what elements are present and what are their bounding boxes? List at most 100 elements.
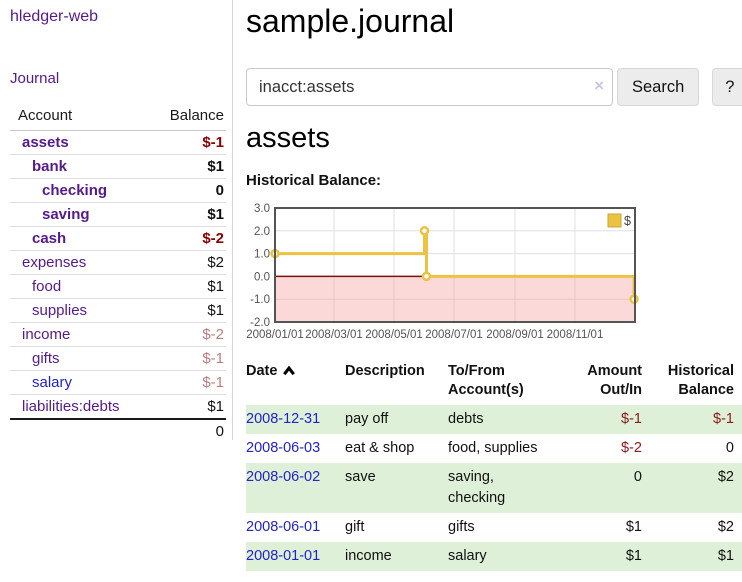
transaction-accounts: saving, checking	[448, 469, 506, 507]
account-balance: $-2	[147, 322, 226, 347]
help-button[interactable]: ?	[712, 68, 742, 106]
account-balance: 0	[147, 178, 226, 203]
account-link[interactable]: bank	[32, 158, 68, 175]
transaction-balance: 0	[725, 440, 734, 457]
transaction-balance: $1	[717, 548, 734, 565]
transaction-accounts: gifts	[448, 519, 475, 536]
transaction-row: 2008-06-02 save saving, checking 0 $2	[246, 463, 742, 514]
tx-header-historical: Historical Balance	[667, 363, 734, 399]
account-row: gifts $-1	[10, 346, 226, 371]
transaction-amount: $-2	[621, 440, 642, 457]
y-axis-tick-label: 1.0	[254, 249, 270, 261]
account-row: assets $-1	[10, 130, 226, 155]
account-link[interactable]: saving	[42, 206, 90, 223]
account-heading: assets	[246, 122, 330, 154]
clear-search-icon[interactable]: ×	[594, 76, 604, 95]
transaction-amount: $1	[625, 519, 642, 536]
chart-title: Historical Balance:	[246, 172, 382, 189]
accounts-header-balance: Balance	[147, 103, 226, 131]
x-axis-tick-label: 2008/09/01	[486, 329, 544, 341]
tx-header-date[interactable]: Date	[246, 362, 345, 405]
x-axis-tick-label: 2008/03/01	[305, 329, 363, 341]
search-input[interactable]	[246, 68, 613, 106]
account-row: expenses $2	[10, 250, 226, 275]
transaction-amount: $1	[625, 548, 642, 565]
transaction-description: pay off	[345, 411, 389, 428]
search-bar: × Search ?	[246, 68, 742, 106]
app-title-link[interactable]: hledger-web	[10, 8, 99, 25]
tx-header-amount: Amount Out/In	[587, 363, 642, 399]
transaction-description: gift	[345, 519, 365, 536]
account-link[interactable]: checking	[42, 182, 108, 199]
transaction-date-link[interactable]: 2008-06-02	[246, 469, 321, 486]
account-row: checking 0	[10, 178, 226, 203]
account-link[interactable]: assets	[22, 134, 69, 151]
account-link[interactable]: cash	[32, 230, 67, 247]
accounts-table: Account Balance assets $-1 bank $1 checking 0…	[10, 103, 226, 443]
transaction-balance: $2	[717, 469, 734, 486]
sidebar: hledger-web Journal Account Balance asse…	[0, 0, 233, 443]
account-row: food $1	[10, 274, 226, 299]
accounts-header-row: Account Balance	[10, 103, 226, 131]
account-row: saving $1	[10, 202, 226, 227]
accounts-header-account: Account	[10, 103, 148, 131]
account-balance: $-1	[147, 370, 226, 395]
transaction-date-link[interactable]: 2008-12-31	[246, 411, 321, 428]
transactions-table: Date Description To/From Account(s) Amount …	[246, 362, 742, 572]
transaction-row: 2008-06-03 eat & shop food, supplies $-2 0	[246, 434, 742, 463]
account-link[interactable]: supplies	[32, 302, 88, 319]
account-balance: $-1	[147, 346, 226, 371]
x-axis-tick-label: 2008/05/01	[365, 329, 423, 341]
y-axis-tick-label: -2.0	[250, 317, 270, 329]
search-button[interactable]: Search	[617, 68, 700, 106]
sort-ascending-icon	[283, 365, 296, 376]
account-row: bank $1	[10, 154, 226, 179]
transaction-accounts: food, supplies	[448, 440, 538, 457]
account-balance: $1	[147, 274, 226, 299]
nav-journal-link[interactable]: Journal	[10, 70, 60, 87]
transaction-date-link[interactable]: 2008-06-01	[246, 519, 321, 536]
account-balance: $1	[207, 398, 224, 415]
chart-legend: $	[607, 213, 631, 228]
transaction-date-link[interactable]: 2008-01-01	[246, 548, 321, 565]
x-axis-tick-label: 2008/11/01	[547, 329, 604, 341]
transaction-amount: $-1	[621, 411, 642, 428]
account-link[interactable]: salary	[32, 374, 73, 391]
account-row: liabilities:debts $1	[10, 395, 226, 420]
transaction-accounts: debts	[448, 411, 484, 428]
transaction-date-link[interactable]: 2008-06-03	[246, 440, 321, 457]
accounts-total-value: 0	[147, 418, 226, 443]
legend-swatch-icon	[607, 213, 622, 228]
transaction-row: 2008-01-01 income salary $1 $1	[246, 542, 742, 572]
account-row: salary $-1	[10, 370, 226, 395]
transaction-description: income	[345, 548, 392, 565]
x-axis-tick-label: 2008/01/01	[246, 329, 304, 341]
page-title: sample.journal	[246, 3, 455, 39]
account-row: income $-2	[10, 322, 226, 347]
transaction-row: 2008-12-31 pay off debts $-1 $-1	[246, 405, 742, 435]
transaction-row: 2008-06-01 gift gifts $1 $2	[246, 513, 742, 542]
transaction-accounts: salary	[448, 548, 487, 565]
account-link[interactable]: food	[32, 278, 62, 295]
y-axis-tick-label: -1.0	[250, 294, 270, 306]
transaction-description: save	[345, 469, 376, 486]
transaction-balance: $2	[717, 519, 734, 536]
transaction-balance: $-1	[713, 411, 734, 428]
y-axis-tick-label: 0.0	[254, 271, 270, 283]
y-axis-tick-label: 2.0	[254, 226, 270, 238]
account-link[interactable]: income	[22, 326, 71, 343]
tx-header-to-from: To/From Account(s)	[448, 363, 524, 399]
transaction-amount: 0	[633, 469, 642, 486]
account-row: cash $-2	[10, 226, 226, 251]
account-link[interactable]: liabilities:debts	[22, 398, 120, 415]
tx-header-description: Description	[345, 363, 425, 379]
account-balance: $1	[147, 202, 226, 227]
account-link[interactable]: gifts	[32, 350, 60, 367]
account-balance: $1	[147, 298, 226, 323]
account-balance: $-2	[147, 226, 226, 251]
account-balance: $2	[147, 250, 226, 275]
x-axis-tick-label: 2008/07/01	[425, 329, 483, 341]
account-link[interactable]: expenses	[22, 254, 87, 271]
accounts-total-row: 0	[10, 418, 226, 443]
